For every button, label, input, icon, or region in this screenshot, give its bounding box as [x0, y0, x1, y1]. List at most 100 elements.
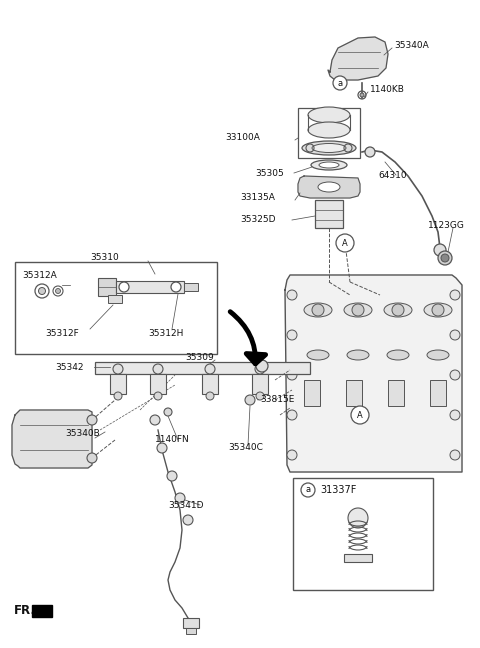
Circle shape: [153, 364, 163, 374]
Circle shape: [206, 392, 214, 400]
Ellipse shape: [302, 141, 356, 155]
Bar: [186, 628, 196, 634]
Circle shape: [432, 304, 444, 316]
Circle shape: [352, 304, 364, 316]
Circle shape: [205, 364, 215, 374]
Text: 33135A: 33135A: [240, 194, 275, 202]
Ellipse shape: [427, 350, 449, 360]
Bar: [150, 374, 166, 394]
Ellipse shape: [344, 303, 372, 317]
Bar: [202, 374, 218, 394]
Bar: [252, 374, 268, 394]
Bar: [15, 262, 217, 354]
Text: a: a: [337, 78, 343, 87]
Text: 35310: 35310: [90, 253, 119, 262]
Ellipse shape: [384, 303, 412, 317]
Polygon shape: [285, 275, 462, 472]
Circle shape: [154, 392, 162, 400]
Text: 33100A: 33100A: [225, 133, 260, 143]
Polygon shape: [298, 176, 360, 198]
Text: 35325D: 35325D: [240, 216, 276, 224]
Circle shape: [438, 251, 452, 265]
Ellipse shape: [307, 350, 329, 360]
Text: a: a: [305, 485, 311, 494]
Text: 1140FN: 1140FN: [155, 435, 190, 445]
Ellipse shape: [387, 350, 409, 360]
Circle shape: [450, 330, 460, 340]
Circle shape: [450, 410, 460, 420]
Circle shape: [450, 450, 460, 460]
Text: 31337F: 31337F: [320, 485, 356, 495]
Circle shape: [113, 364, 123, 374]
Bar: [183, 618, 199, 628]
Circle shape: [119, 282, 129, 292]
Circle shape: [312, 304, 324, 316]
Ellipse shape: [308, 107, 350, 123]
Circle shape: [351, 406, 369, 424]
Text: 35340B: 35340B: [65, 428, 100, 437]
Circle shape: [287, 450, 297, 460]
Text: A: A: [357, 410, 363, 419]
Circle shape: [171, 282, 181, 292]
Ellipse shape: [424, 303, 452, 317]
Text: 35312A: 35312A: [22, 270, 57, 279]
Ellipse shape: [318, 182, 340, 192]
Ellipse shape: [311, 160, 347, 170]
Text: 1123GG: 1123GG: [428, 220, 465, 229]
Circle shape: [38, 288, 46, 294]
Ellipse shape: [319, 162, 339, 168]
Text: 35340C: 35340C: [228, 443, 263, 452]
Text: A: A: [342, 238, 348, 248]
Circle shape: [450, 290, 460, 300]
Circle shape: [245, 395, 255, 405]
Bar: [184, 283, 198, 291]
Ellipse shape: [304, 303, 332, 317]
Text: FR.: FR.: [14, 605, 36, 618]
Polygon shape: [32, 605, 52, 617]
Circle shape: [35, 284, 49, 298]
Circle shape: [167, 471, 177, 481]
Circle shape: [287, 290, 297, 300]
Circle shape: [157, 443, 167, 453]
Circle shape: [164, 408, 172, 416]
Text: 35342: 35342: [55, 362, 84, 371]
Bar: [298, 108, 360, 158]
Circle shape: [183, 515, 193, 525]
Circle shape: [150, 415, 160, 425]
Polygon shape: [328, 37, 388, 80]
Bar: [344, 554, 372, 562]
Bar: [98, 278, 116, 296]
Bar: [293, 478, 433, 590]
Text: 64310: 64310: [378, 170, 407, 179]
Text: 35305: 35305: [255, 168, 284, 178]
Circle shape: [56, 288, 60, 294]
Circle shape: [365, 147, 375, 157]
Circle shape: [256, 392, 264, 400]
Bar: [110, 374, 126, 394]
Text: 35312F: 35312F: [45, 329, 79, 338]
Circle shape: [53, 286, 63, 296]
Circle shape: [175, 493, 185, 503]
Polygon shape: [12, 410, 92, 468]
Bar: [388, 380, 404, 406]
Bar: [116, 281, 184, 293]
Text: 1140KB: 1140KB: [370, 84, 405, 93]
Bar: [95, 362, 310, 374]
Circle shape: [87, 415, 97, 425]
Bar: [430, 380, 446, 406]
Circle shape: [336, 234, 354, 252]
Circle shape: [287, 410, 297, 420]
Text: 33815E: 33815E: [260, 395, 294, 404]
Circle shape: [360, 93, 364, 97]
Ellipse shape: [347, 350, 369, 360]
Circle shape: [333, 76, 347, 90]
Circle shape: [87, 453, 97, 463]
Circle shape: [441, 254, 449, 262]
Circle shape: [114, 392, 122, 400]
Bar: [304, 380, 320, 406]
Text: 35340A: 35340A: [394, 40, 429, 49]
Circle shape: [392, 304, 404, 316]
FancyArrowPatch shape: [230, 312, 265, 364]
Ellipse shape: [308, 122, 350, 138]
Circle shape: [287, 330, 297, 340]
